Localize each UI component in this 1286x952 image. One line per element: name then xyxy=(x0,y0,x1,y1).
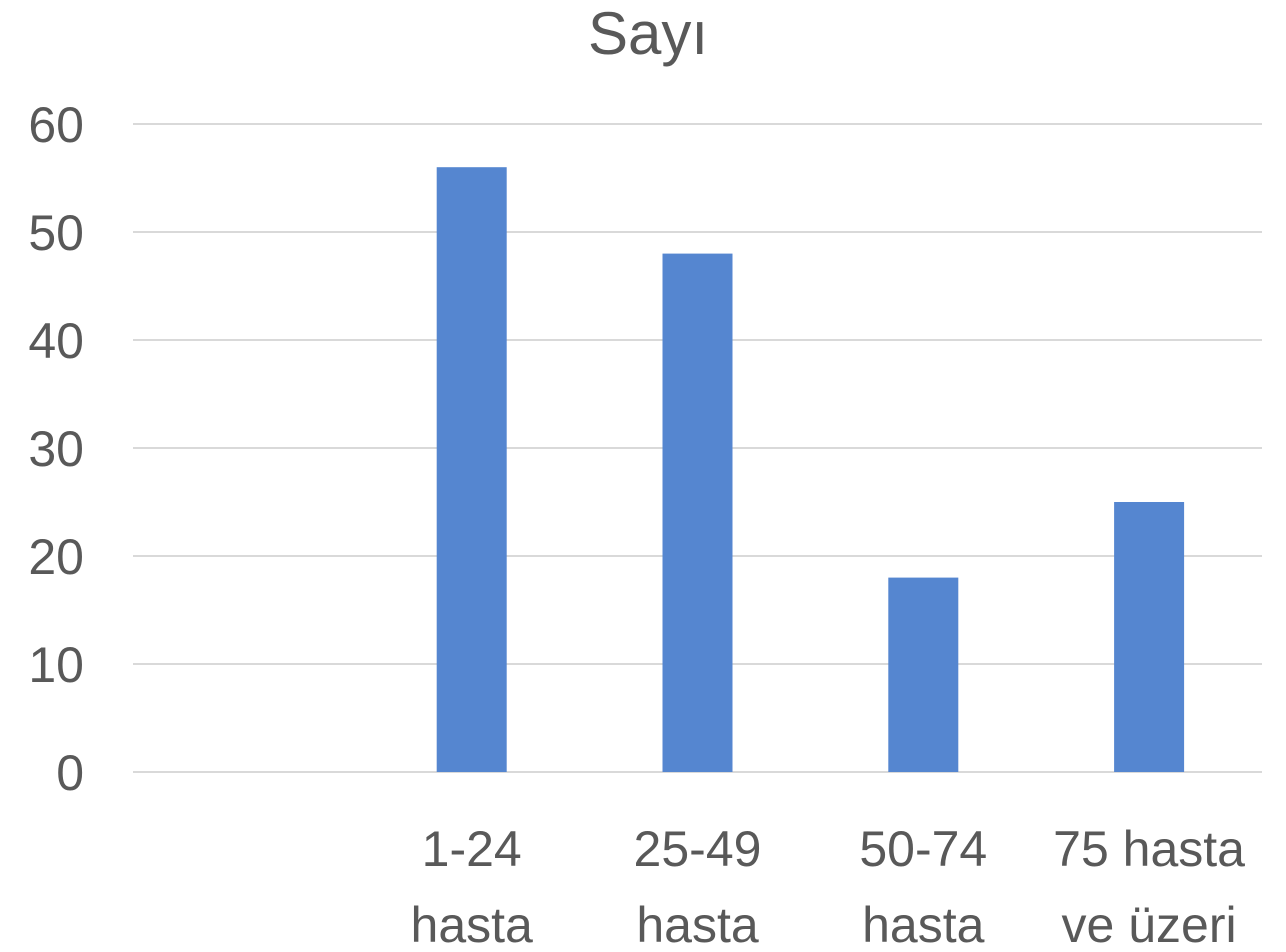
y-tick-label: 20 xyxy=(28,529,84,585)
bar xyxy=(436,167,507,772)
x-tick-label: 25-49 xyxy=(634,821,762,877)
x-tick-label: hasta xyxy=(411,897,534,952)
y-tick-label: 60 xyxy=(28,97,84,153)
chart-title: Sayı xyxy=(588,0,708,67)
x-tick-label: hasta xyxy=(636,897,759,952)
y-axis-ticks: 0 10 20 30 40 50 60 xyxy=(28,97,84,801)
x-axis-ticks: 1-24 hasta 25-49 hasta 50-74 hasta 75 hasta ve … xyxy=(411,821,1246,952)
y-tick-label: 30 xyxy=(28,421,84,477)
y-tick-label: 50 xyxy=(28,205,84,261)
y-tick-label: 10 xyxy=(28,637,84,693)
x-tick-label: ve üzeri xyxy=(1062,897,1237,952)
y-tick-label: 0 xyxy=(56,745,84,801)
x-tick-label: 1-24 xyxy=(422,821,522,877)
bar xyxy=(662,253,733,773)
x-tick-label: 75 hasta xyxy=(1053,821,1245,877)
x-tick-label: 50-74 xyxy=(859,821,987,877)
bars xyxy=(436,167,1185,773)
bar xyxy=(888,577,959,772)
y-tick-label: 40 xyxy=(28,313,84,369)
x-tick-label: hasta xyxy=(862,897,985,952)
bar xyxy=(1114,502,1185,772)
